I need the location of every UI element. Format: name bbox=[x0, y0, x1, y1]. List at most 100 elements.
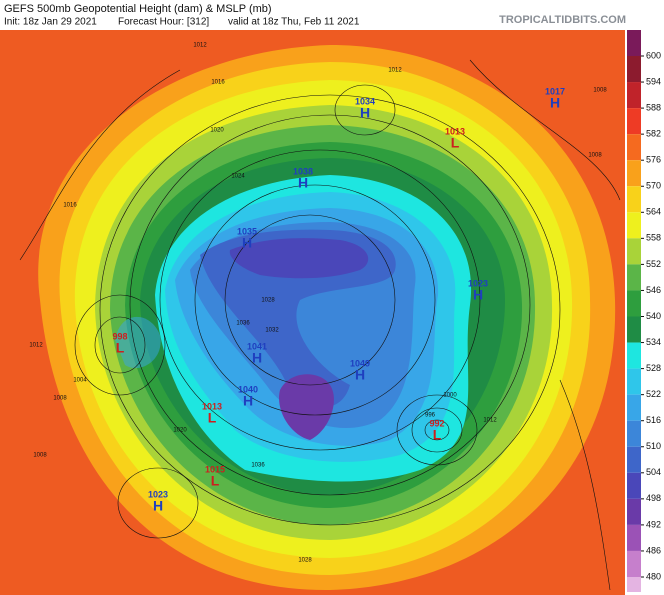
colorbar-segment bbox=[627, 56, 641, 83]
colorbar-label: 504 bbox=[646, 467, 661, 477]
colorbar-label: 600 bbox=[646, 50, 661, 60]
colorbar-label: 498 bbox=[646, 493, 661, 503]
colorbar-label: 594 bbox=[646, 76, 661, 86]
center-letter: H bbox=[360, 105, 370, 121]
center-value: 1049 bbox=[350, 358, 370, 368]
contour-label: 996 bbox=[425, 413, 436, 419]
contour-label: 1012 bbox=[193, 43, 207, 49]
site-credit: TROPICALTIDBITS.COM bbox=[499, 14, 626, 26]
center-value: 1013 bbox=[202, 401, 222, 411]
colorbar-segment bbox=[627, 30, 641, 56]
contour-label: 1008 bbox=[53, 396, 67, 402]
colorbar-segment bbox=[627, 368, 641, 395]
center-value: 1017 bbox=[545, 86, 565, 96]
contour-label: 1000 bbox=[443, 393, 457, 399]
center-letter: H bbox=[153, 498, 163, 514]
colorbar-label: 588 bbox=[646, 102, 661, 112]
colorbar-segment bbox=[627, 160, 641, 187]
center-letter: H bbox=[242, 235, 252, 251]
height-field bbox=[0, 30, 625, 595]
colorbar-label: 510 bbox=[646, 441, 661, 451]
colorbar-segment bbox=[627, 446, 641, 473]
contour-label: 1008 bbox=[588, 153, 602, 159]
colorbar-label: 540 bbox=[646, 311, 661, 321]
colorbar-segment bbox=[627, 342, 641, 369]
colorbar-label: 558 bbox=[646, 233, 661, 243]
contour-label: 1012 bbox=[29, 343, 43, 349]
colorbar-label: 546 bbox=[646, 285, 661, 295]
center-value: 1015 bbox=[205, 464, 225, 474]
center-letter: L bbox=[211, 473, 220, 489]
colorbar-label: 480 bbox=[646, 571, 661, 581]
contour-label: 1016 bbox=[63, 203, 77, 209]
contour-label: 1036 bbox=[236, 321, 250, 327]
center-value: 1035 bbox=[237, 226, 257, 236]
center-letter: H bbox=[252, 350, 262, 366]
contour-label: 1004 bbox=[73, 378, 87, 384]
header-bg bbox=[0, 0, 664, 30]
colorbar-segment bbox=[627, 524, 641, 551]
contour-label: 1020 bbox=[173, 428, 187, 434]
colorbar-label: 534 bbox=[646, 337, 661, 347]
colorbar-label: 564 bbox=[646, 207, 661, 217]
colorbar: 600 594 588 582 576 570 564 558 552 546 540 534 528 5… bbox=[627, 30, 661, 592]
center-letter: H bbox=[473, 287, 483, 303]
contour-label: 1028 bbox=[261, 298, 275, 304]
colorbar-label: 582 bbox=[646, 129, 661, 139]
contour-labels: 1012 1016 1012 1008 1016 1020 1024 1028 1032 1036… bbox=[29, 43, 607, 564]
colorbar-segment bbox=[627, 264, 641, 291]
colorbar-label: 576 bbox=[646, 155, 661, 165]
colorbar-segment bbox=[627, 394, 641, 421]
colorbar-label: 492 bbox=[646, 519, 661, 529]
colorbar-segment bbox=[627, 472, 641, 499]
contour-label: 1008 bbox=[593, 88, 607, 94]
colorbar-label: 552 bbox=[646, 259, 661, 269]
colorbar-label: 528 bbox=[646, 363, 661, 373]
center-value: 1013 bbox=[445, 126, 465, 136]
colorbar-segment bbox=[627, 238, 641, 265]
contour-label: 1036 bbox=[251, 463, 265, 469]
title: GEFS 500mb Geopotential Height (dam) & M… bbox=[4, 3, 272, 15]
colorbar-segment bbox=[627, 186, 641, 213]
colorbar-segment bbox=[627, 420, 641, 447]
colorbar-segment bbox=[627, 108, 641, 135]
center-value: 998 bbox=[112, 331, 127, 341]
center-value: 992 bbox=[429, 418, 444, 428]
contour-label: 1012 bbox=[388, 68, 402, 74]
center-letter: H bbox=[298, 175, 308, 191]
pressure-contours bbox=[19, 59, 621, 591]
colorbar-segment bbox=[627, 82, 641, 109]
center-letter: H bbox=[243, 393, 253, 409]
init-time: Init: 18z Jan 29 2021 bbox=[4, 17, 97, 28]
contour-label: 1020 bbox=[210, 128, 224, 134]
contour-label: 1012 bbox=[483, 418, 497, 424]
contour-label: 1028 bbox=[298, 558, 312, 564]
center-value: 1023 bbox=[468, 278, 488, 288]
center-letter: L bbox=[451, 135, 460, 151]
colorbar-segment bbox=[627, 290, 641, 317]
center-letter: L bbox=[116, 340, 125, 356]
center-value: 1034 bbox=[355, 96, 375, 106]
colorbar-segment bbox=[627, 550, 641, 577]
valid-time: valid at 18z Thu, Feb 11 2021 bbox=[228, 17, 360, 28]
center-letter: H bbox=[355, 367, 365, 383]
center-letter: L bbox=[433, 427, 442, 443]
contour-label: 1024 bbox=[231, 174, 245, 180]
contour-label: 1008 bbox=[33, 453, 47, 459]
colorbar-segment bbox=[627, 577, 641, 592]
colorbar-segment bbox=[627, 212, 641, 239]
center-value: 1040 bbox=[238, 384, 258, 394]
colorbar-label: 522 bbox=[646, 389, 661, 399]
contour-label: 1032 bbox=[265, 328, 279, 334]
center-value: 1041 bbox=[247, 341, 267, 351]
colorbar-label: 516 bbox=[646, 415, 661, 425]
center-value: 1038 bbox=[293, 166, 313, 176]
colorbar-label: 486 bbox=[646, 545, 661, 555]
forecast-hour: Forecast Hour: [312] bbox=[118, 17, 209, 28]
contour-label: 1016 bbox=[211, 80, 225, 86]
colorbar-label: 570 bbox=[646, 181, 661, 191]
center-value: 1023 bbox=[148, 489, 168, 499]
center-letter: L bbox=[208, 410, 217, 426]
